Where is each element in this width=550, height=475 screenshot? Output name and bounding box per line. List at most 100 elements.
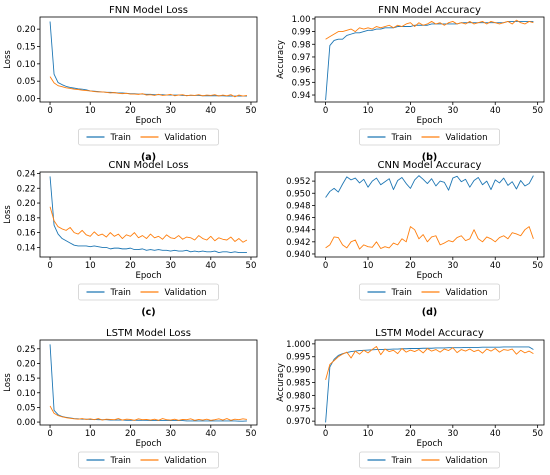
y-tick-label: 0.975 [286,404,310,414]
y-axis-label: Loss [3,373,13,392]
x-tick-label: 20 [125,261,136,271]
x-tick-label: 0 [47,261,52,271]
y-tick-label: 0.942 [286,238,310,248]
x-tick-label: 40 [490,261,501,271]
y-tick-label: 0.95 [292,78,311,88]
y-tick-label: 0.22 [17,184,36,194]
chart-title: LSTM Model Loss [106,328,191,339]
chart-panel-2: FNN Model Accuracy 0 10 20 30 40 50 0.94 0.95 0.9… [276,5,545,163]
y-tick-label: 0.16 [17,229,36,239]
y-tick-label: 1.00 [292,15,311,25]
x-tick-label: 40 [490,429,501,439]
plot-frame [39,16,258,103]
series-line-validation [49,206,248,243]
series-line-train [49,176,247,254]
y-tick-label: 0.99 [292,28,311,38]
series-line-validation [325,345,534,381]
y-tick-label: 0.15 [17,42,36,52]
y-tick-label: 0.00 [17,418,36,428]
x-tick-label: 40 [205,429,216,439]
y-tick-label: 0.952 [286,177,310,187]
x-tick-label: 10 [363,106,374,116]
legend: Train Validation [359,283,500,301]
panel-label: (c) [141,307,155,318]
y-tick-label: 0.10 [17,389,36,399]
y-tick-label: 0.14 [17,243,36,253]
x-tick-label: 50 [532,261,543,271]
legend-label-validation: Validation [446,456,488,466]
x-tick-label: 20 [125,106,136,116]
legend-label-train: Train [391,288,412,298]
y-tick-label: 0.985 [286,379,310,389]
x-tick-label: 30 [447,261,458,271]
y-axis-label: Loss [3,205,13,224]
x-tick-label: 30 [447,429,458,439]
y-tick-label: 0.25 [17,345,36,355]
series-line-train [325,346,534,423]
plot-frame [314,339,545,426]
y-axis-label: Loss [3,50,13,69]
y-tick-label: 0.05 [17,403,36,413]
y-tick-label: 0.995 [286,353,310,363]
y-tick-label: 0.944 [286,226,310,236]
chart-panel-3: CNN Model Loss 0 10 20 30 40 50 0.14 0.16 0.18 0.2… [3,160,258,318]
plot-frame [39,339,258,426]
x-tick-label: 50 [532,106,543,116]
legend-label-train: Train [391,456,412,466]
legend-label-train: Train [391,133,412,143]
y-tick-label: 0.20 [17,199,36,209]
chart-title: LSTM Model Accuracy [375,328,484,339]
x-tick-label: 0 [323,261,328,271]
series-line-train [325,20,534,101]
legend: Train Validation [78,451,219,469]
series-line-train [325,175,534,198]
series-line-validation [49,76,248,98]
chart-panel-6: LSTM Model Accuracy 0 10 20 30 40 50 0.970 0.975… [276,328,545,469]
y-tick-label: 0.98 [292,40,311,50]
x-axis-label: Epoch [416,439,442,449]
x-tick-label: 50 [532,429,543,439]
legend-label-validation: Validation [165,288,207,298]
chart-title: CNN Model Accuracy [378,160,482,171]
legend-label-validation: Validation [165,456,207,466]
y-tick-label: 0.00 [17,95,36,105]
x-axis-label: Epoch [416,271,442,281]
y-tick-label: 0.15 [17,374,36,384]
series-line-validation [49,405,248,421]
x-tick-label: 30 [165,261,176,271]
y-tick-label: 0.24 [17,169,36,179]
x-tick-label: 50 [246,429,257,439]
x-tick-label: 0 [323,106,328,116]
x-tick-label: 0 [323,429,328,439]
chart-title: FNN Model Loss [109,5,188,16]
x-tick-label: 40 [490,106,501,116]
x-tick-label: 30 [165,106,176,116]
series-line-train [49,21,247,97]
x-axis-label: Epoch [135,271,161,281]
y-tick-label: 0.97 [292,53,311,63]
chart-title: CNN Model Loss [108,160,188,171]
y-tick-label: 0.96 [292,66,311,76]
x-tick-label: 10 [363,261,374,271]
x-tick-label: 50 [246,106,257,116]
legend-label-validation: Validation [446,133,488,143]
x-axis-label: Epoch [135,116,161,126]
legend-label-validation: Validation [165,133,207,143]
x-tick-label: 20 [405,106,416,116]
x-tick-label: 10 [363,429,374,439]
plot-frame [39,171,258,258]
panel-label: (a) [141,152,156,163]
legend-label-train: Train [110,133,131,143]
y-tick-label: 0.980 [286,391,310,401]
y-tick-label: 1.000 [286,340,310,350]
panel-label: (b) [422,152,437,163]
y-tick-label: 0.970 [286,417,310,427]
y-tick-label: 0.990 [286,366,310,376]
x-tick-label: 40 [205,106,216,116]
x-tick-label: 10 [85,429,96,439]
series-line-validation [325,226,534,250]
y-axis-label: Accuracy [276,363,286,402]
y-tick-label: 0.10 [17,60,36,70]
x-tick-label: 0 [47,106,52,116]
x-tick-label: 40 [205,261,216,271]
